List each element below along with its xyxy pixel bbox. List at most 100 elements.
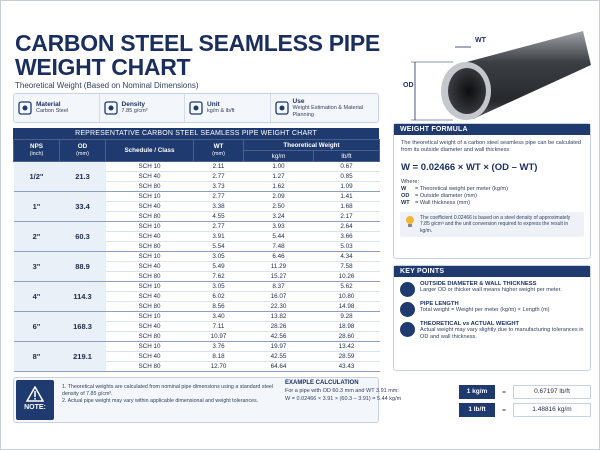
od-cell: 168.3 bbox=[59, 311, 106, 342]
table-cell: SCH 10 bbox=[105, 281, 194, 292]
table-row: SCH 40 3.38 2.50 1.68 bbox=[14, 201, 380, 212]
spec-label: Unit bbox=[207, 101, 220, 109]
example-equation: W = 0.02466 × 3.91 × (60.3 – 3.91) = 5.4… bbox=[285, 396, 402, 402]
spec-text: Density 7.85 g/cm³ bbox=[122, 101, 148, 115]
formula-note: The coefficient 0.02466 is based on a st… bbox=[420, 215, 571, 234]
table-cell: SCH 40 bbox=[105, 171, 194, 182]
table-cell: 5.03 bbox=[313, 241, 380, 252]
key-point-icon bbox=[400, 322, 415, 337]
spec: Density 7.85 g/cm³ bbox=[100, 94, 186, 122]
table-row: SCH 40 6.02 16.07 10.80 bbox=[14, 291, 380, 302]
spec-text: Unit kg/m & lb/ft bbox=[207, 101, 235, 115]
table-row: 3" 88.9 SCH 10 3.05 6.46 4.34 bbox=[13, 251, 380, 282]
table-cell: SCH 40 bbox=[105, 201, 194, 212]
table-cell: 3.05 bbox=[193, 251, 244, 262]
table-cell: 10.97 bbox=[193, 331, 244, 342]
header-cell: OD (mm) bbox=[59, 139, 106, 162]
header-unit: (mm) bbox=[212, 151, 225, 157]
spec-icon bbox=[18, 101, 32, 115]
formula-note-box: The coefficient 0.02466 is based on a st… bbox=[400, 212, 584, 237]
pipe-body bbox=[463, 31, 591, 119]
definition-text: = Outside diameter (mm) bbox=[415, 193, 478, 199]
nps-cell: 8" bbox=[13, 341, 60, 372]
key-point-icon bbox=[400, 302, 415, 317]
key-point-icon bbox=[400, 282, 415, 297]
warning-icon bbox=[25, 385, 45, 402]
header: Theoretical Weight bbox=[243, 139, 380, 151]
nps-cell: 2" bbox=[13, 221, 60, 252]
table-cell: 8.56 bbox=[193, 301, 244, 312]
header-cell: WT (mm) bbox=[193, 139, 244, 162]
definition: OD = Outside diameter (mm) bbox=[401, 193, 583, 200]
pipe-bore bbox=[448, 68, 486, 114]
symbol: WT bbox=[401, 200, 410, 206]
table-row: SCH 80 3.73 1.62 1.09 bbox=[14, 181, 380, 192]
table-cell: SCH 40 bbox=[105, 231, 194, 242]
table-cell: SCH 10 bbox=[105, 311, 194, 322]
title: WEIGHT CHART bbox=[15, 54, 191, 80]
table-cell: 2.11 bbox=[193, 161, 244, 172]
od-label: OD bbox=[403, 82, 414, 89]
table-cell: 22.30 bbox=[243, 301, 314, 312]
table-cell: 14.98 bbox=[313, 301, 380, 312]
od-cell: 21.3 bbox=[59, 161, 106, 192]
spec-value: Weight Estimation & Material Planning bbox=[292, 105, 364, 118]
od-cell: 219.1 bbox=[59, 341, 106, 372]
table-cell: 3.05 bbox=[193, 281, 244, 292]
header-row: NPS (inch) OD (mm) Schedule / Class WT (mm)… bbox=[13, 139, 380, 162]
header: Schedule / Class bbox=[105, 139, 194, 162]
table-cell: 3.38 bbox=[193, 201, 244, 212]
table-cell: 3.40 bbox=[193, 311, 244, 322]
formula-title: WEIGHT FORMULA bbox=[394, 124, 590, 135]
spec-icon bbox=[103, 101, 118, 115]
key-point-heading: OUTSIDE DIAMETER & WALL THICKNESS bbox=[420, 281, 537, 287]
table-row: SCH 80 5.54 7.48 5.03 bbox=[14, 241, 380, 252]
spec-label: Density bbox=[121, 101, 145, 109]
table-cell: 64.64 bbox=[243, 361, 314, 372]
table-cell: 10.26 bbox=[313, 271, 380, 282]
key-point: PIPE LENGTH Total weight = Weight per met… bbox=[400, 301, 584, 317]
table-cell: 4.34 bbox=[313, 251, 380, 262]
spec-strip: Material Carbon Steel Density 7.85 g/cm³ Uni… bbox=[13, 93, 379, 123]
table-cell: SCH 10 bbox=[105, 191, 194, 202]
table-cell: 5.44 bbox=[243, 231, 314, 242]
table-cell: 0.85 bbox=[313, 171, 380, 182]
spec-value: 7.85 g/cm³ bbox=[121, 108, 148, 115]
table-cell: 7.11 bbox=[193, 321, 244, 332]
table-cell: 8.18 bbox=[193, 351, 244, 362]
table-cell: 1.68 bbox=[313, 201, 380, 212]
table-cell: 1.41 bbox=[313, 191, 380, 202]
table-cell: SCH 40 bbox=[105, 321, 194, 332]
header: NPS bbox=[30, 143, 43, 150]
table-cell: 28.59 bbox=[313, 351, 380, 362]
table-cell: SCH 80 bbox=[105, 361, 194, 372]
note: 1. Theoretical weights are calculated fr… bbox=[62, 384, 274, 397]
where: Where: bbox=[401, 179, 420, 185]
table-cell: 1.62 bbox=[243, 181, 314, 192]
key-point-text: PIPE LENGTH Total weight = Weight per met… bbox=[420, 301, 550, 317]
key-point: OUTSIDE DIAMETER & WALL THICKNESS Larger … bbox=[400, 281, 584, 297]
spec-text: Material Carbon Steel bbox=[36, 101, 68, 115]
conversion: 1 lb/ft = 1.48816 kg/m bbox=[459, 403, 591, 417]
table-cell: 3.76 bbox=[193, 341, 244, 352]
table-row: SCH 40 2.77 1.27 0.85 bbox=[14, 171, 380, 182]
header: lb/ft bbox=[313, 150, 380, 162]
key-point-body: Total weight = Weight per meter (kg/m) ×… bbox=[420, 307, 550, 313]
formula-intro: The theoretical weight of a carbon steel… bbox=[401, 140, 582, 153]
table-cell: SCH 80 bbox=[105, 331, 194, 342]
spec-icon bbox=[274, 101, 289, 115]
table-cell: 9.28 bbox=[313, 311, 380, 322]
table-row: 4" 114.3 SCH 10 3.05 8.37 5.62 bbox=[13, 281, 380, 312]
header-row: kg/m lb/ft bbox=[14, 150, 380, 162]
subtitle: Theoretical Weight (Based on Nominal Dim… bbox=[15, 81, 199, 90]
table-cell: 1.09 bbox=[313, 181, 380, 192]
spec-value: Carbon Steel bbox=[36, 108, 69, 115]
definition-text: = Wall thickness (mm) bbox=[415, 200, 470, 206]
table-cell: 3.93 bbox=[243, 221, 314, 232]
key-points-title: KEY POINTS bbox=[394, 266, 590, 277]
spec-value: kg/m & lb/ft bbox=[207, 108, 235, 115]
table-cell: 3.73 bbox=[193, 181, 244, 192]
formula-equation: W = 0.02466 × WT × (OD – WT) bbox=[401, 162, 538, 173]
table-cell: SCH 80 bbox=[105, 181, 194, 192]
key-point-body: Actual weight may vary slightly due to m… bbox=[420, 327, 584, 340]
